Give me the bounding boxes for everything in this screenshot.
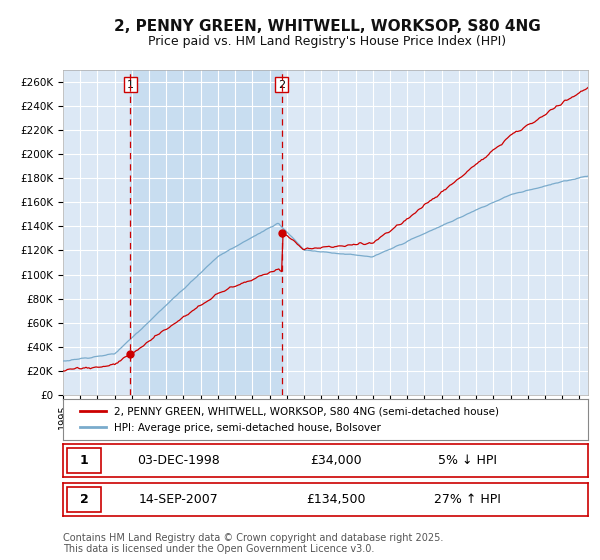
- Text: Price paid vs. HM Land Registry's House Price Index (HPI): Price paid vs. HM Land Registry's House …: [148, 35, 506, 49]
- Text: 2, PENNY GREEN, WHITWELL, WORKSOP, S80 4NG: 2, PENNY GREEN, WHITWELL, WORKSOP, S80 4…: [113, 20, 541, 34]
- Bar: [130, 70, 282, 395]
- Text: 2: 2: [80, 493, 88, 506]
- Text: 14-SEP-2007: 14-SEP-2007: [139, 493, 218, 506]
- FancyBboxPatch shape: [67, 447, 101, 473]
- Text: Contains HM Land Registry data © Crown copyright and database right 2025.
This d: Contains HM Land Registry data © Crown c…: [63, 533, 443, 554]
- Legend: 2, PENNY GREEN, WHITWELL, WORKSOP, S80 4NG (semi-detached house), HPI: Average p: 2, PENNY GREEN, WHITWELL, WORKSOP, S80 4…: [73, 400, 505, 439]
- Text: 5% ↓ HPI: 5% ↓ HPI: [438, 454, 497, 467]
- Text: £134,500: £134,500: [306, 493, 366, 506]
- Text: 1: 1: [127, 80, 134, 90]
- Text: 1: 1: [80, 454, 88, 467]
- Text: £34,000: £34,000: [310, 454, 362, 467]
- FancyBboxPatch shape: [67, 487, 101, 512]
- Text: 2: 2: [278, 80, 286, 90]
- Text: 27% ↑ HPI: 27% ↑ HPI: [434, 493, 500, 506]
- Text: 03-DEC-1998: 03-DEC-1998: [137, 454, 220, 467]
